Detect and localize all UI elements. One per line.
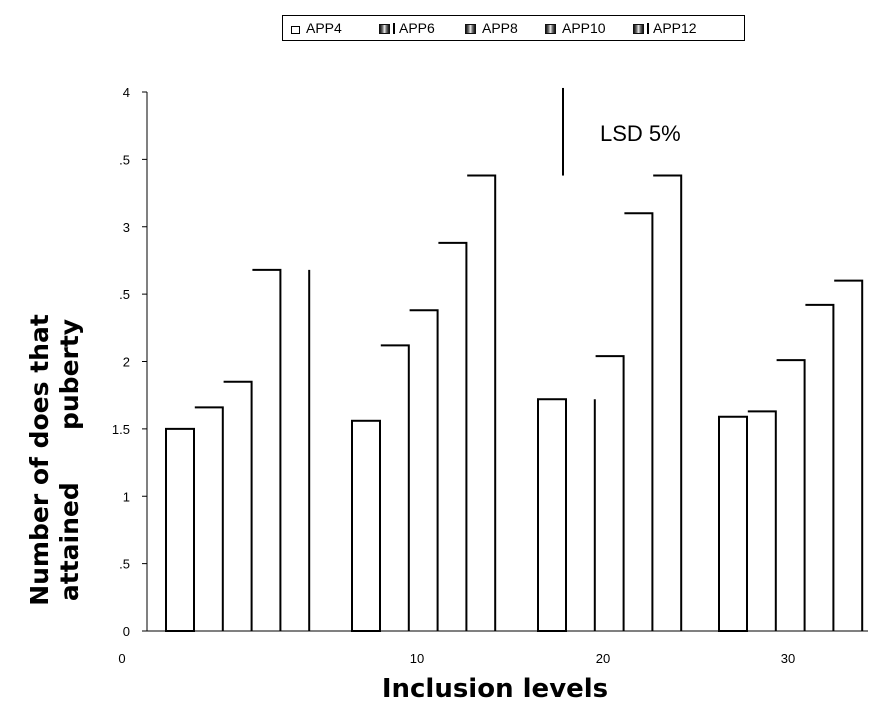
bar-app8-group1 [223, 380, 253, 631]
bar-app10-group3 [624, 212, 654, 631]
x-axis-title: Inclusion levels [382, 674, 608, 704]
legend-item-app8: APP8 [465, 20, 518, 36]
bar-app4-group4 [718, 415, 748, 632]
legend-swatch-app6 [379, 24, 390, 34]
x-tick-label: 10 [410, 651, 424, 666]
legend-swatch-app4 [291, 26, 300, 34]
y-axis-title-line1: Number of does that [25, 314, 54, 606]
legend-item-app6: APP6 [379, 20, 435, 36]
bar-app12-group2 [467, 174, 497, 631]
legend-item-app10: APP10 [545, 20, 606, 36]
x-tick-label: 0 [118, 651, 125, 666]
legend-label-app10: APP10 [562, 20, 606, 36]
y-axis-title-line2: attained puberty [55, 319, 84, 601]
bar-app4-group1 [165, 427, 195, 632]
y-tick-label: 3 [123, 220, 130, 235]
bar-app10-group1 [252, 268, 282, 631]
axes [146, 92, 868, 632]
legend-label-app8: APP8 [482, 20, 518, 36]
legend-item-app4: APP4 [291, 20, 342, 36]
legend-label-app4: APP4 [306, 20, 342, 36]
legend-swatch-app8 [465, 24, 476, 34]
lsd-annotation: LSD 5% [600, 121, 681, 146]
bar-app12-group4 [834, 279, 864, 631]
x-tick-label: 30 [781, 651, 795, 666]
bar-app6-group1 [194, 406, 224, 631]
legend-label-app6: APP6 [399, 20, 435, 36]
legend-swatch-bar-app12 [647, 23, 649, 34]
y-tick-label: 1 [123, 489, 130, 504]
bar-app4-group2 [351, 419, 381, 633]
legend-swatch-app10 [545, 24, 556, 34]
legend-swatch-app12 [633, 24, 644, 34]
bar-app8-group4 [776, 359, 806, 631]
legend: APP4 APP6 APP8 APP10 APP12 [282, 15, 745, 41]
bar-app12-group3 [653, 174, 683, 631]
y-tick-label: .5 [119, 287, 130, 302]
bar-app6-group4 [747, 410, 777, 631]
y-tick-label: .5 [119, 152, 130, 167]
bar-app8-group3 [595, 355, 625, 631]
bar-app4-group3 [537, 398, 567, 633]
bar-app10-group2 [438, 241, 468, 631]
x-tick-label: 20 [596, 651, 610, 666]
y-tick-label: 2 [123, 355, 130, 370]
y-tick-label: 0 [123, 624, 130, 639]
y-tick-label: .5 [119, 557, 130, 572]
legend-item-app12: APP12 [633, 20, 697, 36]
legend-label-app12: APP12 [653, 20, 697, 36]
y-tick-label: 1.5 [112, 422, 130, 437]
legend-swatch-bar-app6 [393, 23, 395, 34]
bar-app8-group2 [409, 309, 439, 631]
y-tick-label: 4 [123, 85, 130, 100]
bar-app6-group2 [380, 344, 410, 631]
bar-app10-group4 [805, 303, 835, 631]
